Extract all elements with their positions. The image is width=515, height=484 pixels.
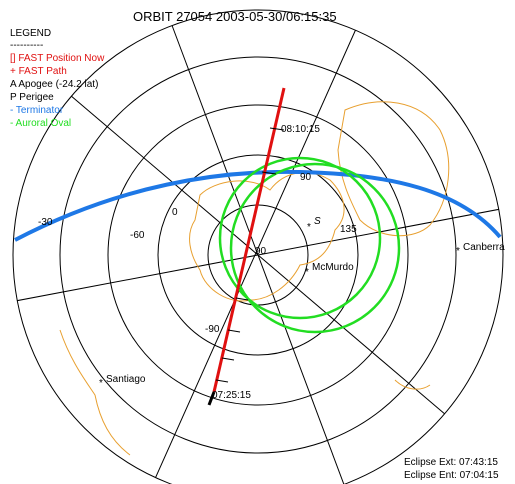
fast-path-end bbox=[207, 391, 216, 406]
marker: * bbox=[456, 246, 460, 257]
grid-label: -90 bbox=[205, 324, 220, 335]
meridian bbox=[69, 94, 447, 416]
path-label: 07:25:15 bbox=[212, 390, 251, 401]
grid-label: 90 bbox=[300, 172, 312, 183]
legend-item: A Apogee (-24.2 lat) bbox=[10, 79, 98, 90]
outer-ring bbox=[12, 9, 504, 484]
marker: * bbox=[305, 267, 309, 278]
place-label: McMurdo bbox=[312, 262, 354, 273]
legend-item: + FAST Path bbox=[10, 66, 67, 77]
place-label: S bbox=[314, 216, 321, 227]
path-ticks bbox=[215, 127, 285, 383]
grid-label: -30 bbox=[38, 217, 53, 228]
coastlines bbox=[59, 101, 450, 456]
legend-rule: ---------- bbox=[10, 40, 43, 51]
path-label: 08:10:15 bbox=[281, 124, 320, 135]
legend-item: - Auroral Oval bbox=[10, 118, 71, 129]
map-grid bbox=[12, 9, 504, 484]
ring bbox=[59, 56, 457, 454]
eclipse-label: Eclipse Ent: 07:04:15 bbox=[404, 470, 499, 481]
eclipse-label: Eclipse Ext: 07:43:15 bbox=[404, 457, 498, 468]
legend-item: P Perigee bbox=[10, 92, 54, 103]
ring bbox=[157, 154, 359, 356]
fast-path bbox=[212, 87, 286, 393]
grid-label: 0 bbox=[172, 207, 178, 218]
grid-label: 90 bbox=[255, 246, 267, 257]
ring bbox=[107, 104, 409, 406]
place-label: Santiago bbox=[106, 374, 146, 385]
meridian bbox=[149, 19, 361, 484]
south-america bbox=[59, 329, 131, 456]
australia bbox=[337, 101, 450, 237]
legend-item: [] FAST Position Now bbox=[10, 53, 105, 64]
title: ORBIT 27054 2003-05-30/06:15:35 bbox=[133, 9, 337, 24]
auroral-oval bbox=[218, 156, 401, 334]
place-markers: * * * * bbox=[99, 222, 460, 389]
grid-label: 135 bbox=[340, 224, 357, 235]
legend-heading: LEGEND bbox=[10, 28, 51, 39]
new-zealand bbox=[394, 379, 431, 390]
place-label: Canberra bbox=[463, 242, 505, 253]
marker: * bbox=[307, 222, 311, 233]
antarctica bbox=[189, 172, 345, 302]
grid-label: -60 bbox=[130, 230, 145, 241]
terminator bbox=[14, 169, 502, 242]
marker: * bbox=[99, 378, 103, 389]
oval bbox=[229, 162, 401, 334]
legend-item: - Terminator bbox=[10, 105, 64, 116]
oval bbox=[218, 156, 382, 320]
